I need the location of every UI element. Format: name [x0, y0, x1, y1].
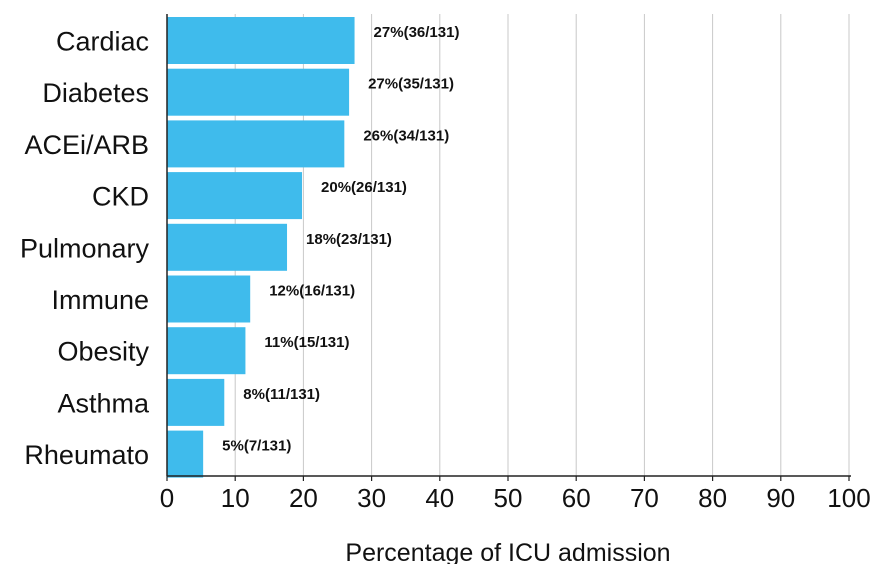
- bar-acei-arb: [167, 120, 345, 168]
- category-label: Obesity: [57, 337, 149, 367]
- category-label: Immune: [51, 285, 149, 315]
- data-label: 12%(16/131): [269, 283, 355, 300]
- x-tick-label: 10: [221, 483, 250, 513]
- axes: [166, 14, 851, 477]
- category-labels: Cardiac Diabetes ACEi/ARB CKD Pulmonary Immun…: [20, 27, 150, 471]
- x-tick-label: 90: [766, 483, 795, 513]
- x-tick-label: 80: [698, 483, 727, 513]
- bar-asthma: [167, 378, 225, 426]
- bar-immune: [167, 275, 251, 323]
- x-tick-label: 40: [425, 483, 454, 513]
- x-tick-label: 50: [494, 483, 523, 513]
- x-tick-label: 0: [160, 483, 174, 513]
- category-label: Asthma: [57, 388, 150, 418]
- x-tick-labels: 0 10 20 30 40 50 60 70 80 90 100: [160, 476, 871, 513]
- category-label: Rheumato: [24, 440, 149, 470]
- data-label: 20%(26/131): [321, 179, 407, 196]
- bar-diabetes: [167, 68, 350, 116]
- category-label: CKD: [92, 182, 149, 212]
- data-label: 27%(36/131): [374, 24, 460, 41]
- category-label: ACEi/ARB: [24, 130, 149, 160]
- bar-rheumato: [167, 430, 204, 478]
- category-label: Pulmonary: [20, 233, 150, 263]
- bar-pulmonary: [167, 223, 288, 271]
- bar-ckd: [167, 172, 303, 220]
- category-label: Cardiac: [56, 27, 149, 57]
- x-axis-title: Percentage of ICU admission: [345, 539, 670, 564]
- data-labels: 27%(36/131) 27%(35/131) 26%(34/131) 20%(26/…: [222, 24, 459, 455]
- x-tick-label: 20: [289, 483, 318, 513]
- x-tick-label: 100: [827, 483, 870, 513]
- x-tick-label: 60: [562, 483, 591, 513]
- x-tick-label: 70: [630, 483, 659, 513]
- data-label: 27%(35/131): [368, 76, 454, 93]
- data-label: 26%(34/131): [363, 127, 449, 144]
- bar-cardiac: [167, 17, 355, 64]
- bars: [167, 17, 355, 478]
- data-label: 5%(7/131): [222, 438, 291, 455]
- bar-obesity: [167, 327, 246, 375]
- x-tick-label: 30: [357, 483, 386, 513]
- data-label: 18%(23/131): [306, 231, 392, 248]
- data-label: 8%(11/131): [243, 386, 320, 403]
- data-label: 11%(15/131): [264, 334, 349, 351]
- category-label: Diabetes: [42, 78, 149, 108]
